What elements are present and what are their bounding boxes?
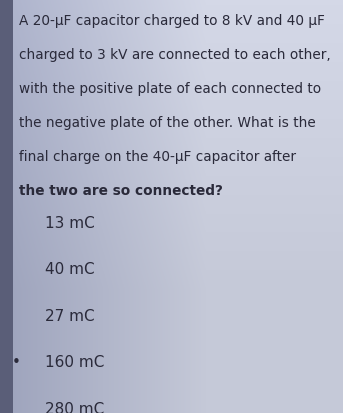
Text: •: •	[12, 354, 21, 369]
Text: 13 mC: 13 mC	[45, 216, 94, 230]
Text: A 20-μF capacitor charged to 8 kV and 40 μF: A 20-μF capacitor charged to 8 kV and 40…	[19, 14, 325, 28]
Text: with the positive plate of each connected to: with the positive plate of each connecte…	[19, 82, 321, 96]
Text: final charge on the 40-μF capacitor after: final charge on the 40-μF capacitor afte…	[19, 150, 296, 164]
Text: 27 mC: 27 mC	[45, 308, 94, 323]
Text: charged to 3 kV are connected to each other,: charged to 3 kV are connected to each ot…	[19, 48, 331, 62]
Text: the negative plate of the other. What is the: the negative plate of the other. What is…	[19, 116, 316, 130]
Text: the two are so connected?: the two are so connected?	[19, 184, 223, 198]
Text: 280 mC: 280 mC	[45, 401, 104, 413]
Text: 40 mC: 40 mC	[45, 262, 94, 277]
FancyBboxPatch shape	[0, 0, 13, 413]
Text: 160 mC: 160 mC	[45, 354, 104, 369]
